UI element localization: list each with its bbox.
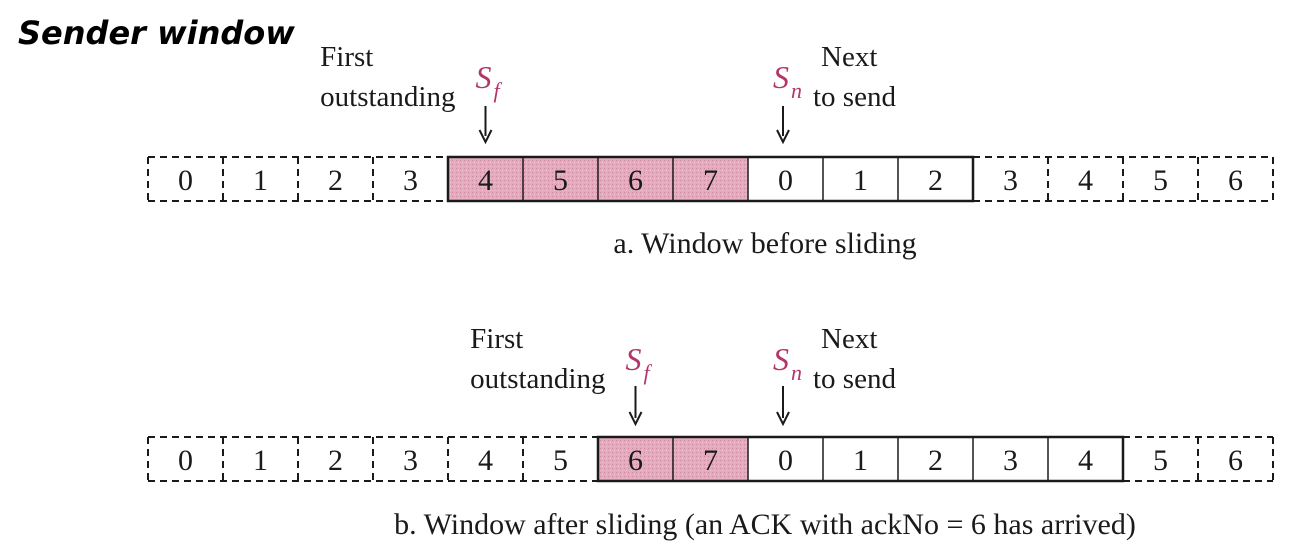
cell-number: 6	[628, 444, 643, 477]
cell-number: 1	[253, 444, 268, 477]
first-outstanding-label-line2: outstanding	[320, 81, 455, 113]
cell-number: 5	[553, 444, 568, 477]
sequence-cell: 3	[403, 444, 418, 477]
cell-number: 6	[628, 164, 643, 197]
first-outstanding-label-line1: First	[470, 323, 523, 355]
sequence-cell: 2	[328, 164, 343, 197]
panel-window-before-sliding: 0 1 2 3 4 5 6 7 0 1 2 3 4 5 6 S f First outstanding S n Next t…	[147, 41, 1274, 260]
cell-number: 2	[928, 164, 943, 197]
sequence-cell: 0	[178, 444, 193, 477]
cell-number: 4	[478, 444, 493, 477]
cell-number: 7	[703, 164, 718, 197]
sequence-cell: 1	[853, 444, 868, 477]
cell-number: 0	[178, 444, 193, 477]
sf-symbol: S	[476, 59, 492, 95]
cell-number: 5	[1153, 164, 1168, 197]
arrow-down-icon	[628, 411, 643, 427]
outstanding-cell-fill	[673, 437, 748, 481]
cell-number: 2	[928, 444, 943, 477]
cell-number: 4	[1078, 444, 1093, 477]
sequence-cell: 3	[1003, 444, 1018, 477]
send-window-box	[446, 155, 975, 203]
cell-number: 7	[703, 444, 718, 477]
sequence-cell: 4	[1078, 444, 1093, 477]
sf-symbol: S	[626, 341, 642, 377]
sequence-cell: 5	[1153, 444, 1168, 477]
outstanding-cell-fill	[598, 437, 673, 481]
outstanding-cell-fill	[523, 157, 598, 201]
sequence-cell: 6	[1228, 444, 1243, 477]
panel-window-after-sliding: 0 1 2 3 4 5 6 7 0 1 2 3 4 5 6 S f First outstanding S n Next t…	[147, 323, 1274, 541]
next-to-send-label-line2: to send	[813, 363, 896, 395]
next-to-send-label-line1: Next	[821, 41, 877, 73]
cell-number: 0	[778, 444, 793, 477]
sequence-cell: 7	[673, 157, 748, 201]
next-to-send-label-line2: to send	[813, 81, 896, 113]
arrow-down-icon	[776, 411, 790, 427]
sn-symbol: S	[773, 341, 789, 377]
sequence-cell: 1	[853, 164, 868, 197]
cell-number: 4	[1078, 164, 1093, 197]
sequence-cell: 5	[1153, 164, 1168, 197]
sn-subscript: n	[791, 78, 802, 103]
sequence-cell: 0	[778, 164, 793, 197]
sequence-cell: 2	[928, 164, 943, 197]
sequence-cell: 5	[553, 444, 568, 477]
panel-caption: b. Window after sliding (an ACK with ack…	[394, 508, 1136, 541]
sf-subscript: f	[494, 78, 503, 103]
cell-number: 6	[1228, 444, 1243, 477]
sequence-cell: 5	[523, 157, 598, 201]
sn-subscript: n	[791, 360, 802, 385]
sequence-cell: 6	[1228, 164, 1243, 197]
sequence-cell: 4	[1078, 164, 1093, 197]
sequence-cell: 7	[673, 437, 748, 481]
cell-number: 3	[403, 444, 418, 477]
cell-number: 5	[553, 164, 568, 197]
cell-number: 1	[853, 444, 868, 477]
panel-caption: a. Window before sliding	[613, 227, 916, 260]
arrow-down-icon	[478, 129, 493, 145]
cell-number: 0	[778, 164, 793, 197]
sequence-cell: 1	[253, 444, 268, 477]
sequence-cell: 3	[403, 164, 418, 197]
first-outstanding-label-line1: First	[320, 41, 373, 73]
cell-number: 1	[253, 164, 268, 197]
sequence-cell: 2	[928, 444, 943, 477]
sequence-cell: 1	[253, 164, 268, 197]
cell-number: 3	[403, 164, 418, 197]
sequence-cell: 0	[778, 444, 793, 477]
sequence-cell: 2	[328, 444, 343, 477]
sequence-cell: 6	[598, 157, 673, 201]
outstanding-cell-fill	[598, 157, 673, 201]
arrow-down-icon	[776, 129, 790, 145]
cell-number: 2	[328, 164, 343, 197]
cell-number: 4	[478, 164, 493, 197]
cell-number: 2	[328, 444, 343, 477]
cell-number: 3	[1003, 164, 1018, 197]
send-window-box	[596, 435, 1125, 483]
cell-number: 5	[1153, 444, 1168, 477]
sequence-cell: 4	[478, 444, 493, 477]
first-outstanding-label-line2: outstanding	[470, 363, 605, 395]
sf-subscript: f	[644, 360, 653, 385]
outstanding-cell-fill	[448, 157, 523, 201]
cell-number: 1	[853, 164, 868, 197]
sn-symbol: S	[773, 59, 789, 95]
sequence-cell: 4	[448, 157, 523, 201]
cell-number: 3	[1003, 444, 1018, 477]
outstanding-cell-fill	[673, 157, 748, 201]
sequence-cell: 0	[178, 164, 193, 197]
page-title: Sender window	[18, 14, 295, 52]
cell-number: 0	[178, 164, 193, 197]
sequence-cell: 6	[598, 437, 673, 481]
cell-number: 6	[1228, 164, 1243, 197]
sequence-cell: 3	[1003, 164, 1018, 197]
next-to-send-label-line1: Next	[821, 323, 877, 355]
